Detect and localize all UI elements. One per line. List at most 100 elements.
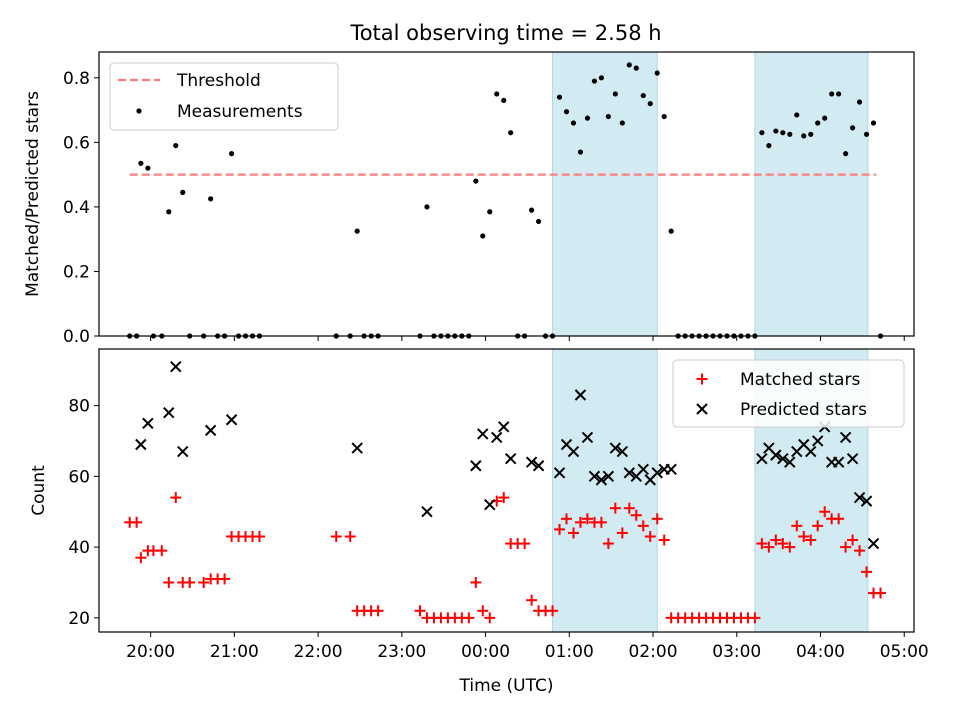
legend-measurements-swatch xyxy=(136,108,142,114)
measurement-point xyxy=(780,130,786,136)
matched-star-point xyxy=(519,538,531,550)
shaded-interval xyxy=(552,51,658,337)
measurement-point xyxy=(584,115,591,121)
measurement-point xyxy=(570,120,577,126)
measurement-point xyxy=(863,131,870,137)
measurement-point xyxy=(494,91,500,97)
matched-star-point xyxy=(414,605,426,617)
matched-star-point xyxy=(819,506,831,518)
bottom-axes-frame xyxy=(98,348,915,633)
measurement-point xyxy=(654,70,660,76)
matched-star-point xyxy=(861,566,873,578)
matched-star-point xyxy=(854,545,866,557)
x-tick-label: 02:00 xyxy=(629,642,678,662)
predicted-star-point xyxy=(609,442,622,454)
matched-star-point xyxy=(554,523,566,535)
x-tick-label: 20:00 xyxy=(126,642,175,662)
top-axes-frame xyxy=(98,51,915,337)
predicted-star-point xyxy=(225,414,238,426)
predicted-star-point xyxy=(163,406,175,419)
matched-star-point xyxy=(253,530,265,542)
top-y-axis-label: Matched/Predicted stars xyxy=(23,91,43,297)
bottom-y-tick-label: 40 xyxy=(68,538,90,558)
predicted-star-point xyxy=(846,452,859,465)
measurement-point xyxy=(801,133,807,139)
predicted-star-point xyxy=(498,421,510,433)
predicted-star-point xyxy=(588,470,601,483)
x-tick-label: 22:00 xyxy=(294,642,343,662)
matched-star-point xyxy=(219,573,231,585)
matched-star-point xyxy=(840,541,852,553)
top-y-tick-label: 0.6 xyxy=(63,133,90,153)
predicted-star-point xyxy=(777,452,789,465)
matched-star-point xyxy=(749,612,761,624)
legend-matched-label: Matched stars xyxy=(740,370,860,390)
legend-predicted-label: Predicted stars xyxy=(740,400,867,420)
x-tick-label: 05:00 xyxy=(880,642,929,662)
measurement-point xyxy=(612,91,618,97)
matched-star-point xyxy=(616,527,628,539)
measurement-point xyxy=(633,65,639,71)
bottom-legend: Matched stars Predicted stars xyxy=(672,359,905,428)
measurement-point xyxy=(166,209,172,215)
measurement-point xyxy=(849,125,856,131)
measurement-point xyxy=(766,142,772,149)
matched-star-point xyxy=(777,538,789,550)
measurement-point xyxy=(836,91,842,97)
predicted-star-point xyxy=(784,456,796,468)
matched-star-point xyxy=(812,520,824,532)
x-tick-label: 01:00 xyxy=(545,642,594,662)
predicted-star-point xyxy=(574,389,587,401)
measurement-point xyxy=(228,151,235,157)
matched-star-point xyxy=(581,513,593,525)
measurement-point xyxy=(626,62,632,68)
legend-plus-marker xyxy=(696,373,708,385)
top-y-tick-label: 0.8 xyxy=(63,69,90,89)
bottom-points-layer xyxy=(124,360,887,624)
measurement-point xyxy=(829,91,835,97)
x-tick-label: 00:00 xyxy=(461,642,510,662)
matched-star-point xyxy=(784,541,796,553)
measurement-point xyxy=(563,109,570,115)
matched-star-point xyxy=(463,612,475,624)
measurement-point xyxy=(843,151,849,157)
matched-star-point xyxy=(163,576,175,588)
matched-star-point xyxy=(561,513,573,525)
bottom-y-tick-label: 60 xyxy=(68,467,90,487)
shaded-interval xyxy=(754,51,869,337)
predicted-star-point xyxy=(839,431,852,444)
measurement-point xyxy=(424,204,430,210)
predicted-star-point xyxy=(177,445,189,458)
x-tick-label: 23:00 xyxy=(377,642,426,662)
legend-cross-marker xyxy=(696,403,708,415)
figure-title: Total observing time = 2.58 h xyxy=(349,21,661,45)
measurement-point xyxy=(787,131,793,137)
predicted-star-point xyxy=(504,452,517,465)
matched-star-point xyxy=(756,538,768,550)
bottom-panel: 20 40 60 80 20:00 21:00 22:00 23:00 00:00 01:00 02… xyxy=(29,348,929,696)
measurement-point xyxy=(529,207,535,213)
matched-star-point xyxy=(574,516,586,528)
predicted-star-point xyxy=(477,428,489,440)
top-panel: 0.0 0.2 0.4 0.6 0.8 Threshold Measurements M… xyxy=(23,51,915,347)
legend-measurements-label: Measurements xyxy=(177,102,303,122)
top-legend: Threshold Measurements xyxy=(109,62,339,131)
top-y-tick-label: 0.4 xyxy=(63,198,90,218)
matched-star-point xyxy=(658,534,670,546)
matched-star-point xyxy=(498,492,510,504)
matched-star-point xyxy=(547,605,559,617)
matched-star-point xyxy=(875,587,887,599)
matched-star-point xyxy=(651,513,663,525)
predicted-star-point xyxy=(351,442,363,454)
measurement-point xyxy=(794,112,800,118)
matched-star-point xyxy=(644,530,656,542)
matched-star-point xyxy=(602,538,614,550)
measurement-point xyxy=(619,120,625,126)
top-legend-box xyxy=(109,62,339,131)
measurement-point xyxy=(647,101,653,107)
matched-star-point xyxy=(184,576,196,588)
predicted-star-point xyxy=(421,506,433,518)
measurement-point xyxy=(577,149,584,155)
measurement-point xyxy=(508,130,514,136)
measurement-point xyxy=(354,228,360,234)
